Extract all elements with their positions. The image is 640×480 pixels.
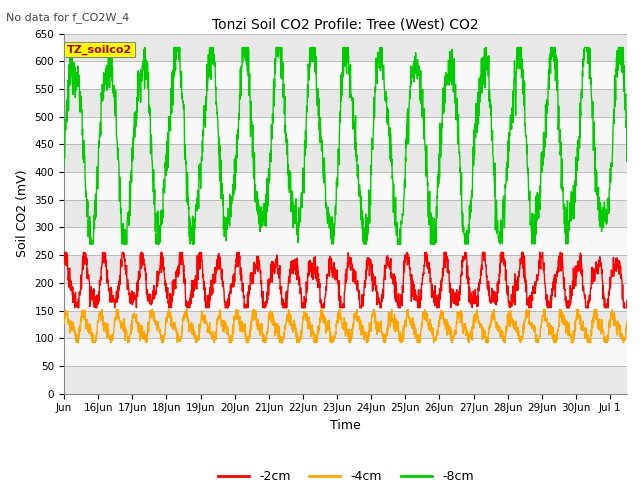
Bar (64, 283, 627, 311)
X-axis label: Time: Time (330, 419, 361, 432)
Bar (64, 228, 627, 255)
Y-axis label: Soil CO2 (mV): Soil CO2 (mV) (16, 170, 29, 257)
Text: No data for f_CO2W_4: No data for f_CO2W_4 (6, 12, 130, 23)
Text: TZ_soilco2: TZ_soilco2 (67, 44, 132, 55)
Bar (64, 311, 627, 338)
Title: Tonzi Soil CO2 Profile: Tree (West) CO2: Tonzi Soil CO2 Profile: Tree (West) CO2 (212, 17, 479, 31)
Bar (64, 144, 627, 172)
Bar (64, 200, 627, 228)
Legend: -2cm, -4cm, -8cm: -2cm, -4cm, -8cm (212, 465, 479, 480)
Bar (64, 61, 627, 89)
Bar (64, 117, 627, 144)
Bar (64, 338, 627, 366)
Bar (64, 255, 627, 283)
Bar (64, 34, 627, 61)
Bar (64, 366, 627, 394)
Bar (64, 89, 627, 117)
Bar (64, 172, 627, 200)
